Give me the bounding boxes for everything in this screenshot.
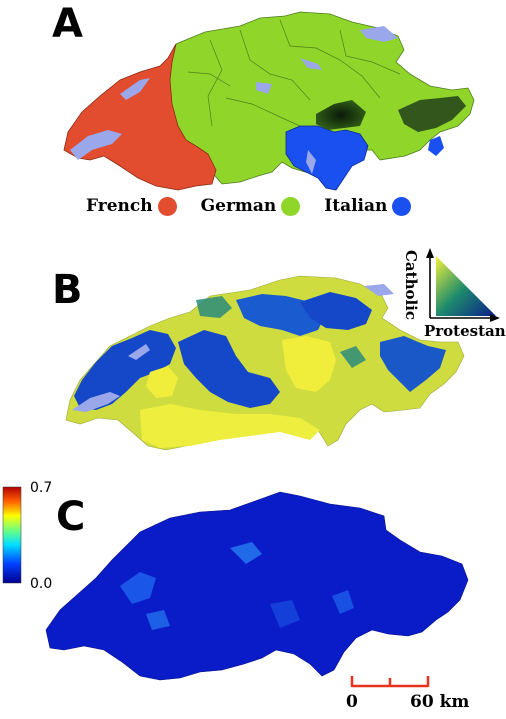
region-italian <box>285 125 369 191</box>
catholic-label: Catholic <box>402 249 421 321</box>
panel-c-label: C <box>56 494 86 540</box>
religion-triangle-legend <box>426 248 500 322</box>
protestant-label: Protestant <box>424 322 506 340</box>
religion-catholic-west <box>146 366 178 398</box>
colorbar-max-label: 0.7 <box>30 480 53 496</box>
lake-b-geneva <box>72 392 120 412</box>
region-french <box>63 43 217 191</box>
religion-triangle <box>436 256 496 316</box>
map-heat <box>45 491 469 681</box>
scale-bar <box>350 676 430 688</box>
legend-french: French <box>86 196 177 216</box>
religion-mixed-2 <box>340 346 366 368</box>
panel-a-label: A <box>52 1 83 47</box>
region-german <box>165 11 475 187</box>
heat-hotspot-4 <box>270 600 300 628</box>
catholic-arrow-icon <box>426 248 434 258</box>
region-italian-east <box>428 136 444 156</box>
legend-italian-label: Italian <box>324 196 388 216</box>
religion-protestant-bern <box>178 330 280 408</box>
religion-protestant-zurich <box>300 292 372 330</box>
scale-end-label: 60 km <box>410 692 470 712</box>
lake-constance <box>360 26 398 42</box>
lake-geneva <box>70 130 122 160</box>
legend-italian: Italian <box>324 196 412 216</box>
heat-base <box>45 491 469 681</box>
colorbar <box>2 486 22 584</box>
canton-borders <box>187 19 401 127</box>
language-legend: French German Italian <box>86 196 435 216</box>
scale-start-label: 0 <box>346 692 358 712</box>
religion-catholic-south <box>140 404 320 448</box>
lake-maggiore <box>306 150 316 174</box>
region-dark-east <box>398 96 466 132</box>
legend-french-dot <box>157 196 177 216</box>
religion-catholic-central <box>282 336 336 392</box>
map-language-regions <box>63 11 475 191</box>
lake-zurich <box>300 58 322 70</box>
legend-italian-dot <box>392 196 412 216</box>
heat-hotspot-1 <box>120 572 156 604</box>
colorbar-min-label: 0.0 <box>30 576 53 592</box>
region-dark <box>316 100 366 130</box>
map-religion <box>65 275 465 451</box>
lake-b-neuchatel <box>128 344 150 360</box>
legend-german-label: German <box>200 196 277 216</box>
religion-protestant-east <box>380 336 446 392</box>
legend-french-label: French <box>86 196 153 216</box>
legend-german-dot <box>281 196 301 216</box>
legend-german: German <box>201 196 301 216</box>
lake-lucerne <box>256 82 272 94</box>
protestant-arrow-icon <box>490 314 500 322</box>
religion-protestant-west <box>74 330 176 410</box>
heat-hotspot-2 <box>230 542 262 564</box>
heat-hotspot-3 <box>332 590 354 614</box>
religion-mixed-1 <box>196 296 232 318</box>
heat-hotspot-5 <box>146 610 170 630</box>
panel-b-label: B <box>52 267 83 313</box>
lake-neuchatel <box>120 78 150 100</box>
lake-b-constance <box>364 284 394 296</box>
